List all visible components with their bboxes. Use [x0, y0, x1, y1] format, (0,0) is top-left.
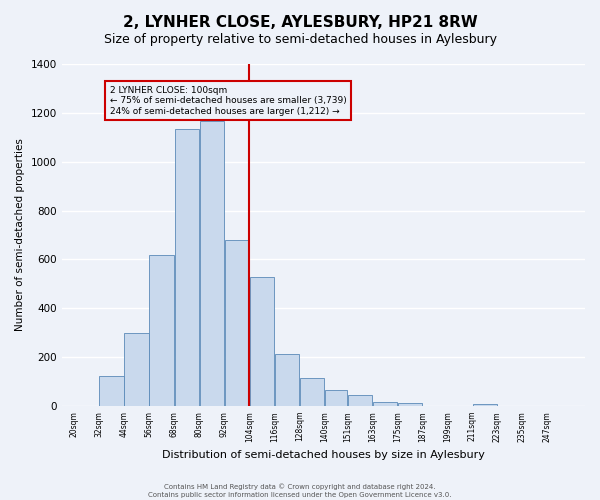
Bar [224, 240, 249, 406]
Bar [175, 128, 199, 406]
Text: Contains HM Land Registry data © Crown copyright and database right 2024.
Contai: Contains HM Land Registry data © Crown c… [148, 484, 452, 498]
Bar [473, 404, 497, 406]
X-axis label: Distribution of semi-detached houses by size in Aylesbury: Distribution of semi-detached houses by … [162, 450, 485, 460]
Text: Size of property relative to semi-detached houses in Aylesbury: Size of property relative to semi-detach… [104, 32, 497, 46]
Text: 2, LYNHER CLOSE, AYLESBURY, HP21 8RW: 2, LYNHER CLOSE, AYLESBURY, HP21 8RW [122, 15, 478, 30]
Text: 2 LYNHER CLOSE: 100sqm
← 75% of semi-detached houses are smaller (3,739)
24% of : 2 LYNHER CLOSE: 100sqm ← 75% of semi-det… [110, 86, 346, 116]
Bar [398, 403, 422, 406]
Bar [299, 378, 324, 406]
Bar [100, 376, 124, 406]
Bar [347, 395, 372, 406]
Bar [250, 276, 274, 406]
Bar [149, 254, 174, 406]
Bar [200, 122, 224, 406]
Y-axis label: Number of semi-detached properties: Number of semi-detached properties [15, 138, 25, 332]
Bar [124, 333, 149, 406]
Bar [325, 390, 347, 406]
Bar [275, 354, 299, 406]
Bar [373, 402, 397, 406]
